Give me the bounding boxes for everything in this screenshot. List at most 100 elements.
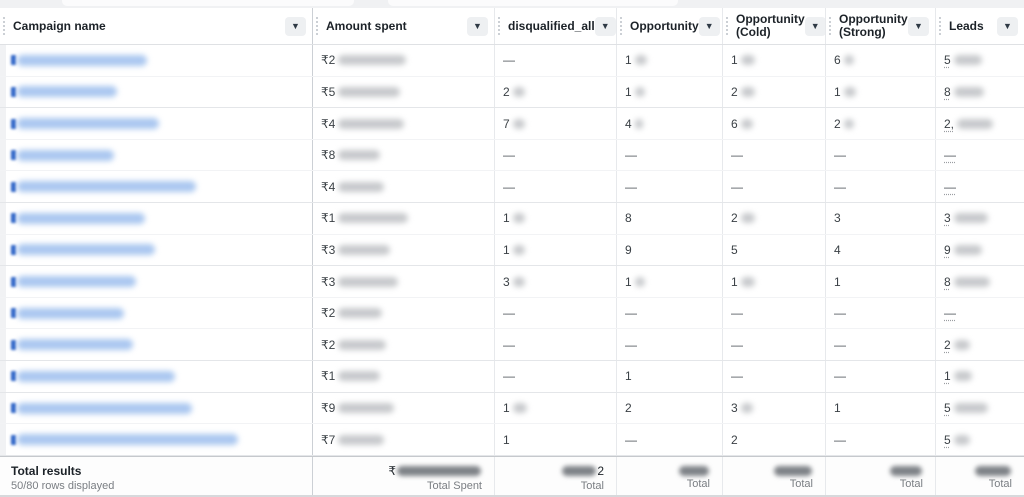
column-menu-button-amount[interactable]: ▼ [467,16,488,36]
amount-cell: ₹4 [312,171,494,203]
campaign-name-link[interactable] [11,244,155,256]
column-menu-button-campaign[interactable]: ▼ [285,16,306,36]
campaign-name-redacted [17,244,155,256]
redacted-value [512,276,525,287]
opp_cold-cell: 2 [722,424,825,455]
column-drag-handle[interactable] [939,17,941,35]
column-menu-button-disqualified[interactable]: ▼ [594,16,616,36]
opp_cold-cell: 2 [722,203,825,234]
opp_cold-value: — [731,306,743,321]
column-header-label-opportunity: Opportunity [630,18,699,33]
campaign-name-redacted [17,402,192,414]
column-drag-handle[interactable] [726,17,728,35]
campaign-name-link[interactable] [11,339,133,351]
column-drag-handle[interactable] [829,17,831,35]
header-cell-opp_cold[interactable]: Opportunity (Cold) ▼ [722,8,826,44]
leads-value: 5 [944,432,951,447]
opp_strong-total-label: Total [899,478,923,490]
disqualified-value: 1 [503,242,510,257]
opportunity-value: 8 [625,211,632,226]
campaign-name-link[interactable] [11,118,159,130]
opp_strong-value: 1 [834,401,841,415]
leads-cell: 5 [935,45,1024,76]
column-drag-handle[interactable] [316,17,318,35]
opp_cold-cell: 1 [722,266,825,297]
campaign-name-redacted-start [11,371,16,382]
opp_strong-cell: — [825,361,935,392]
opp_strong-cell: — [825,297,935,329]
campaign-name-link[interactable] [11,86,117,98]
chevron-down-icon: ▼ [473,20,482,31]
campaign-name-redacted [17,307,124,319]
table-row: ₹2 — 1 1 6 5 [0,45,1024,77]
leads-cell: — [935,297,1024,329]
campaign-name-redacted [17,370,175,382]
campaign-name-link[interactable] [11,149,114,161]
opp_cold-value: 5 [731,242,738,257]
chevron-down-icon: ▼ [291,20,300,31]
column-drag-handle[interactable] [498,17,500,35]
redacted-value [953,55,982,66]
redacted-value [512,244,525,255]
campaign-name-redacted-start [11,181,16,192]
redacted-value [953,434,970,445]
opp_cold-cell: 3 [722,392,825,424]
campaign-name-link[interactable] [11,402,192,414]
disqualified-cell: 2 [494,76,616,108]
leads-cell: 1 [935,361,1024,392]
header-cell-disqualified[interactable]: disqualified_all ▼ [494,8,616,44]
disqualified-value: 1 [503,401,510,415]
campaign-name-link[interactable] [11,212,145,224]
column-menu-button-opp_cold[interactable]: ▼ [804,16,826,36]
opportunity-cell: — [616,329,722,361]
header-cell-campaign[interactable]: Campaign name ▼ [0,8,312,44]
redacted-total [679,466,709,476]
amount-cell: ₹9 [312,392,494,424]
table-row: ₹1 — 1 — — 1 [0,361,1024,393]
leads-cell: 8 [935,76,1024,108]
redacted-value [740,118,753,129]
header-cell-amount[interactable]: Amount spent ▼ [312,8,494,44]
campaign-name-link[interactable] [11,307,124,319]
campaign-name-link[interactable] [11,54,147,66]
column-menu-button-opportunity[interactable]: ▼ [698,16,720,36]
leads-value: 2, [944,116,955,131]
opp_cold-value: 1 [731,53,738,68]
campaign-name-redacted [17,149,114,161]
opp_strong-value: — [834,369,846,384]
opportunity-cell: — [616,139,722,171]
redacted-value [634,86,645,97]
opportunity-value: — [625,148,637,163]
leads-value: 3 [944,211,951,226]
redacted-value [338,118,405,129]
opp_cold-value: — [731,148,743,163]
amount-total-label: Total Spent [426,480,482,492]
header-cell-leads[interactable]: Leads ▼ [935,8,1024,44]
header-cell-opportunity[interactable]: Opportunity ▼ [616,8,722,44]
campaign-name-link[interactable] [11,434,238,446]
redacted-total [890,466,922,476]
campaign-name-link[interactable] [11,181,196,193]
column-header-label-disqualified: disqualified_all [508,18,595,33]
column-drag-handle[interactable] [3,17,5,35]
amount-value: ₹3 [321,274,336,289]
disqualified-cell: 7 [494,108,616,139]
leads-cell: 9 [935,234,1024,266]
opportunity-cell: 9 [616,234,722,266]
campaign-name-link[interactable] [11,370,175,382]
campaign-name-link[interactable] [11,276,136,288]
currency-symbol: ₹ [388,464,396,478]
header-cell-opp_strong[interactable]: Opportunity (Strong) ▼ [825,8,935,44]
opp_strong-cell: 1 [825,76,935,108]
column-menu-button-leads[interactable]: ▼ [997,16,1018,36]
amount-value: ₹4 [321,179,336,194]
opp_strong-value: 6 [834,53,841,68]
column-drag-handle[interactable] [620,17,622,35]
leads-total-cell: Total [935,457,1024,495]
column-menu-button-opp_strong[interactable]: ▼ [908,16,929,36]
table-row: ₹8 — — — — — [0,139,1024,172]
amount-cell: ₹2 [312,297,494,329]
redacted-value [740,55,755,66]
amount-cell: ₹8 [312,139,494,171]
